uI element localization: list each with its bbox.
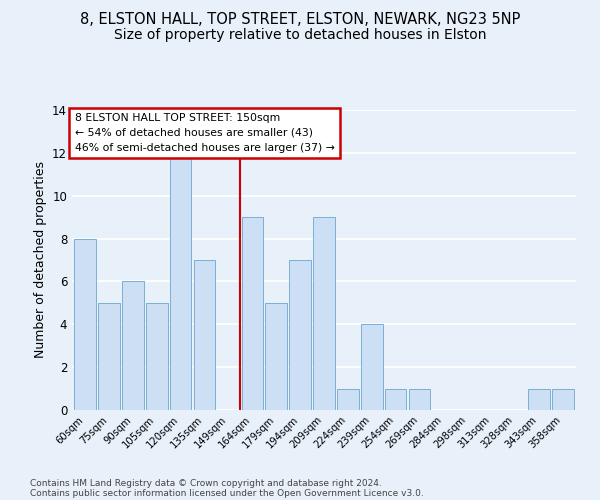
- Bar: [361, 324, 383, 410]
- Bar: [194, 260, 215, 410]
- Bar: [337, 388, 359, 410]
- Bar: [242, 217, 263, 410]
- Bar: [313, 217, 335, 410]
- Text: Size of property relative to detached houses in Elston: Size of property relative to detached ho…: [114, 28, 486, 42]
- Text: 8 ELSTON HALL TOP STREET: 150sqm
← 54% of detached houses are smaller (43)
46% o: 8 ELSTON HALL TOP STREET: 150sqm ← 54% o…: [74, 113, 334, 152]
- Bar: [528, 388, 550, 410]
- Bar: [385, 388, 406, 410]
- Bar: [552, 388, 574, 410]
- Bar: [122, 282, 143, 410]
- Bar: [98, 303, 120, 410]
- Bar: [409, 388, 430, 410]
- Bar: [74, 238, 96, 410]
- Y-axis label: Number of detached properties: Number of detached properties: [34, 162, 47, 358]
- Text: Contains public sector information licensed under the Open Government Licence v3: Contains public sector information licen…: [30, 488, 424, 498]
- Bar: [265, 303, 287, 410]
- Text: 8, ELSTON HALL, TOP STREET, ELSTON, NEWARK, NG23 5NP: 8, ELSTON HALL, TOP STREET, ELSTON, NEWA…: [80, 12, 520, 28]
- Bar: [289, 260, 311, 410]
- Bar: [146, 303, 167, 410]
- Bar: [170, 153, 191, 410]
- Text: Contains HM Land Registry data © Crown copyright and database right 2024.: Contains HM Land Registry data © Crown c…: [30, 478, 382, 488]
